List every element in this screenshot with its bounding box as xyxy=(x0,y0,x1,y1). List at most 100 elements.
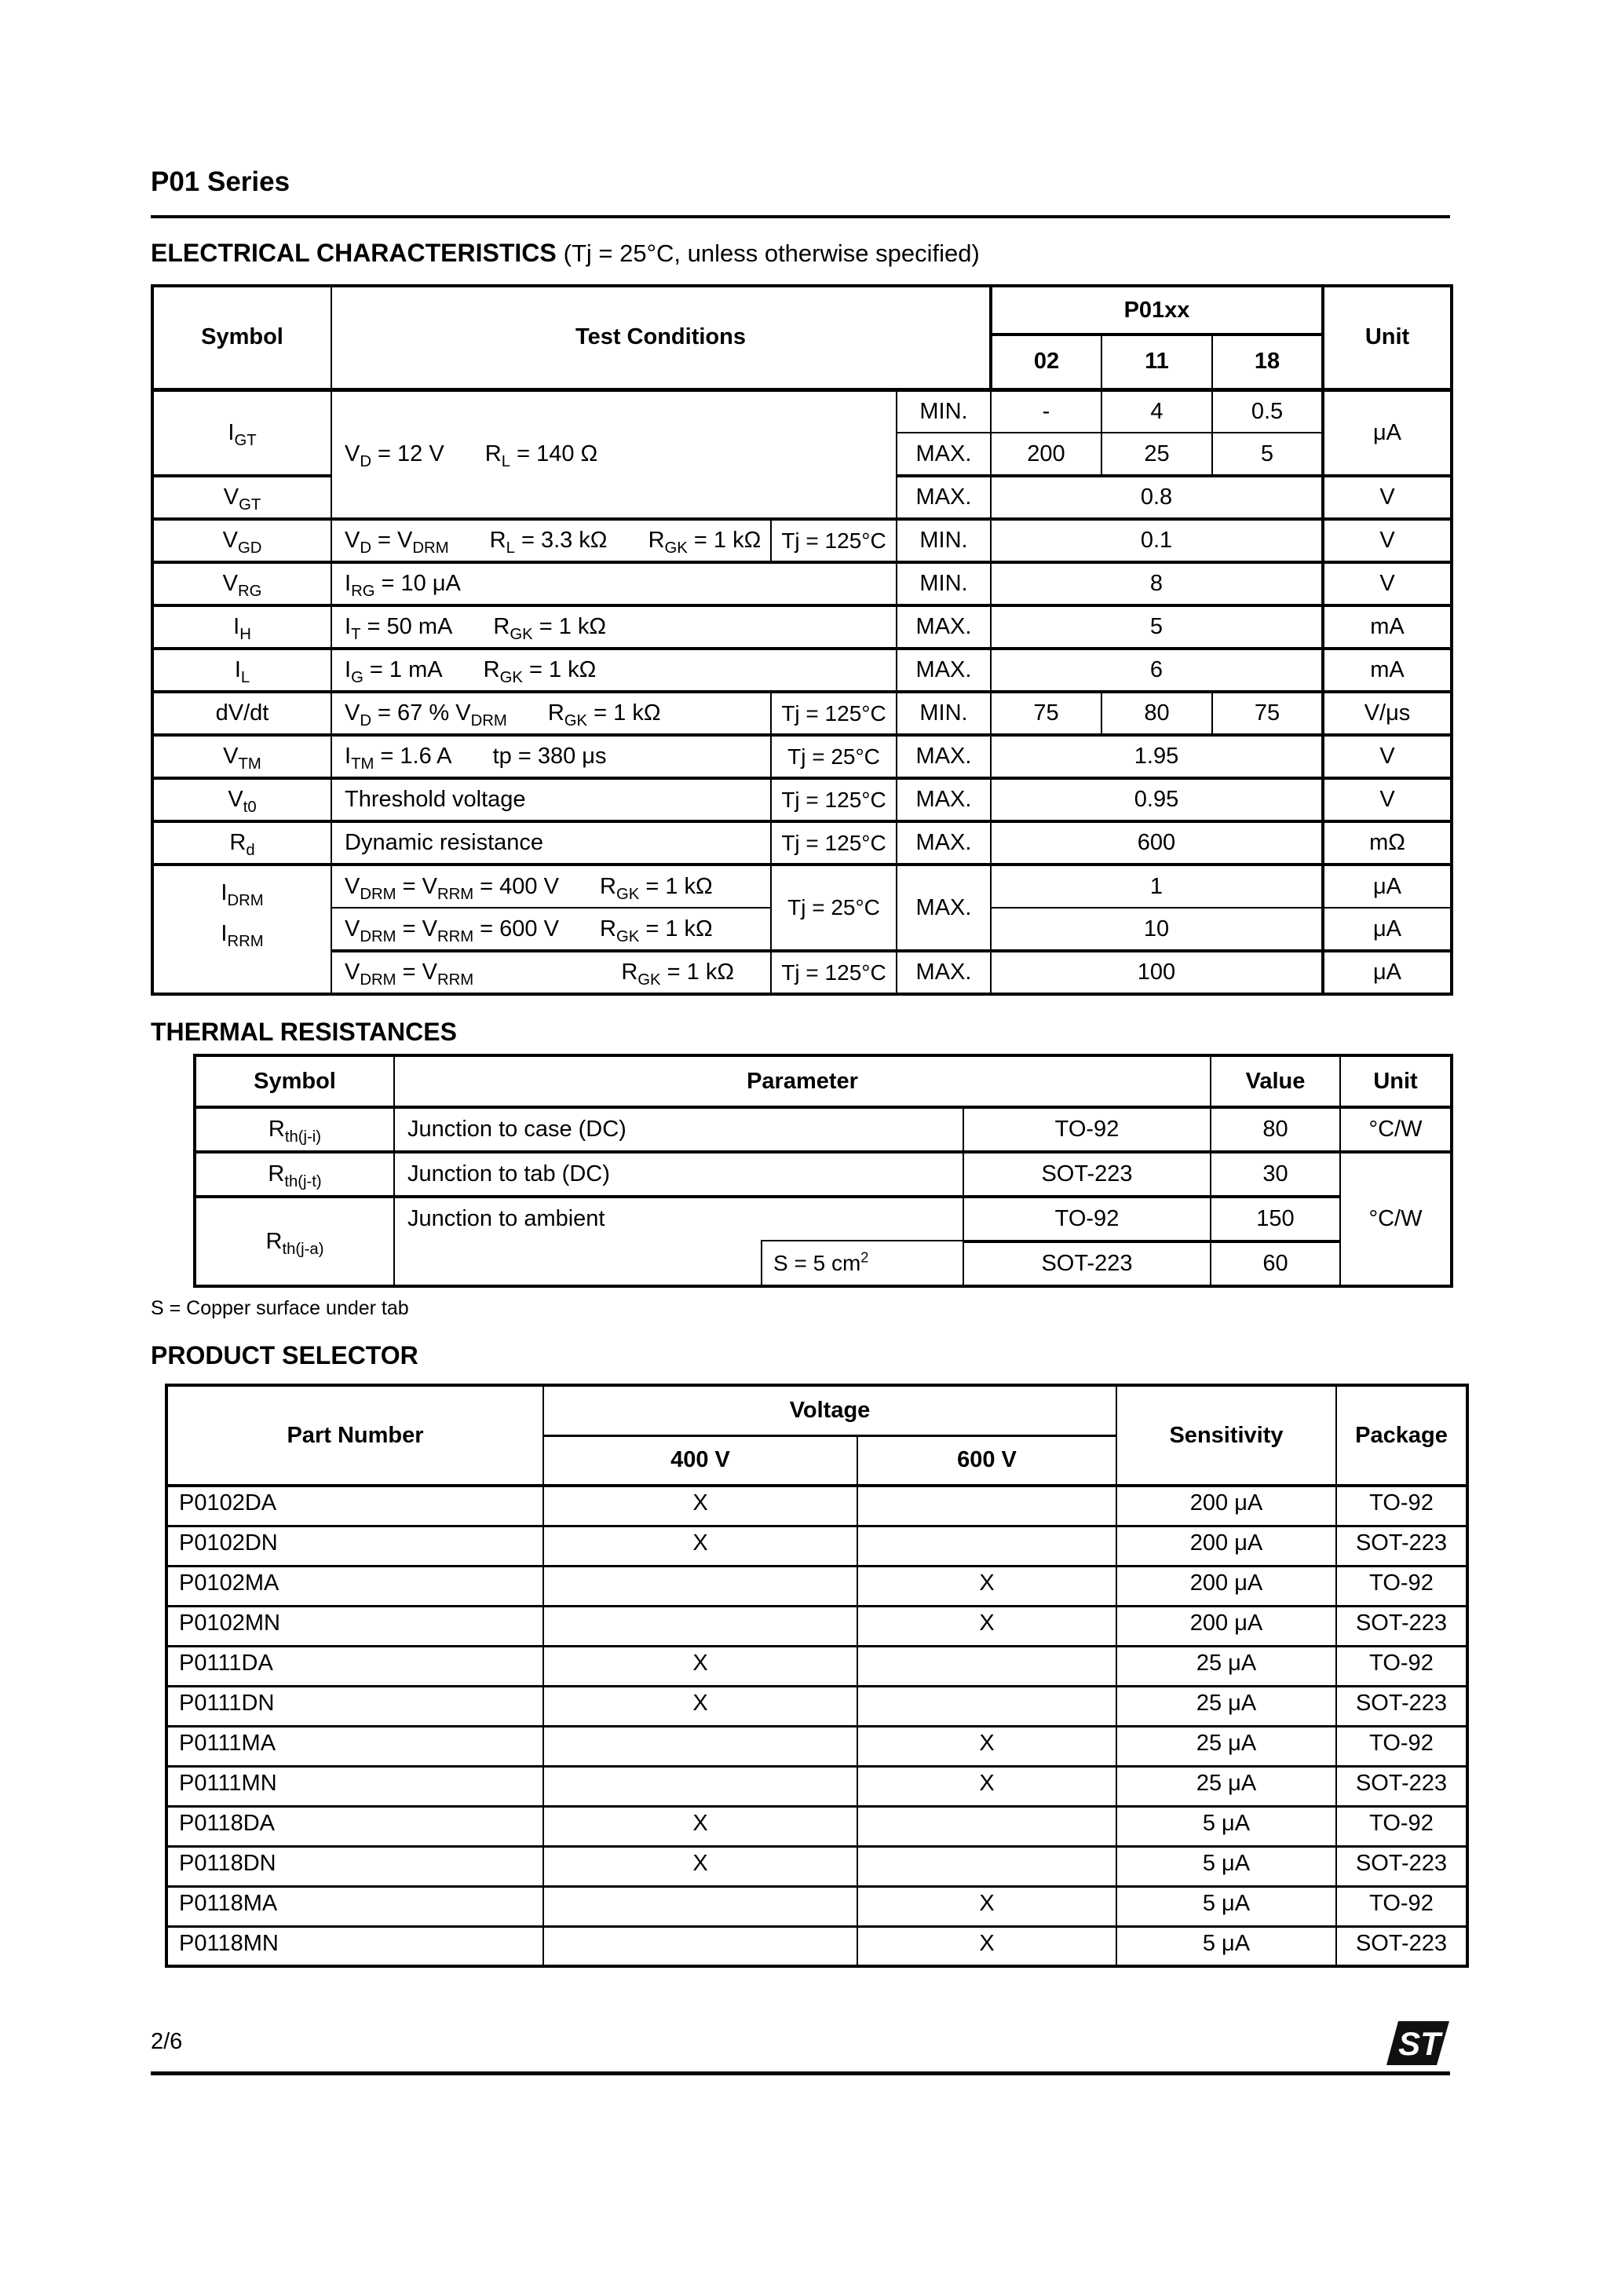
test-conditions-cell: IG = 1 mA RGK = 1 kΩ xyxy=(331,648,897,693)
limit-label-cell: MAX. xyxy=(896,648,992,693)
table-subheader-row: 400 V 600 V xyxy=(166,1435,1467,1486)
symbol-header: Symbol xyxy=(152,285,332,390)
package-header: Package xyxy=(1335,1384,1468,1486)
package-cell: SOT-223 xyxy=(1335,1685,1468,1727)
value-cell: 1 xyxy=(990,864,1324,909)
symbol-cell: Rth(j-a) xyxy=(194,1196,395,1287)
test-conditions-cell: ITM = 1.6 A tp = 380 μs xyxy=(331,734,772,779)
value-cell: 5 xyxy=(1211,432,1324,477)
voltage-600-cell: X xyxy=(857,1925,1117,1967)
test-conditions-cell: VD = VDRM RL = 3.3 kΩ RGK = 1 kΩ xyxy=(331,518,772,563)
sensitivity-cell: 5 μA xyxy=(1116,1805,1337,1847)
voltage-600-cell: X xyxy=(857,1885,1117,1927)
voltage-400-cell: X xyxy=(542,1805,858,1847)
sensitivity-cell: 200 μA xyxy=(1116,1605,1337,1647)
table-row: Rth(j-t) Junction to tab (DC) SOT-223 30… xyxy=(194,1151,1452,1287)
limit-label-cell: MAX. xyxy=(896,605,992,649)
symbol-cell: IH xyxy=(152,605,332,649)
table-row: IH IT = 50 mA RGK = 1 kΩ MAX. 5 mA xyxy=(152,605,1452,649)
condition-token: RGK = 1 kΩ xyxy=(547,700,661,729)
condition-token: RGK = 1 kΩ xyxy=(483,657,597,686)
unit-cell: mΩ xyxy=(1321,821,1452,865)
unit-cell: mA xyxy=(1321,605,1452,649)
tj-cell: Tj = 25°C xyxy=(770,734,897,779)
svg-text:ST: ST xyxy=(1398,2025,1443,2062)
unit-cell: V xyxy=(1321,734,1452,779)
value-cell: 200 xyxy=(990,432,1102,477)
table-row: P0118DN X 5 μA SOT-223 xyxy=(166,1845,1468,1887)
symbol-label: IRRM xyxy=(221,921,264,950)
package-cell: TO-92 xyxy=(963,1106,1211,1153)
col-02-header: 02 xyxy=(989,334,1102,390)
page-number: 2/6 xyxy=(151,2029,183,2054)
symbol-cell: IGT xyxy=(152,389,332,477)
package-cell: SOT-223 xyxy=(963,1151,1211,1197)
table-row: VGD VD = VDRM RL = 3.3 kΩ RGK = 1 kΩ Tj … xyxy=(152,518,1452,563)
voltage-400-cell xyxy=(542,1765,858,1807)
table-row: P0102DN X 200 μA SOT-223 xyxy=(166,1525,1468,1567)
value-cell: 80 xyxy=(1210,1106,1341,1153)
unit-cell: μA xyxy=(1321,389,1452,477)
test-conditions-cell: VDRM = VRRM = 600 V RGK = 1 kΩ xyxy=(331,907,772,952)
part-number-cell: P0118DA xyxy=(166,1805,544,1847)
voltage-600-cell: X xyxy=(857,1605,1117,1647)
electrical-heading: ELECTRICAL CHARACTERISTICS xyxy=(151,239,557,267)
page-title: P01 Series xyxy=(151,166,290,197)
voltage-600-cell: X xyxy=(857,1725,1117,1767)
value-cell: - xyxy=(990,389,1102,433)
package-cell: SOT-223 xyxy=(1335,1845,1468,1887)
package-cell: TO-92 xyxy=(963,1196,1211,1242)
test-conditions-cell: IT = 50 mA RGK = 1 kΩ xyxy=(331,605,897,649)
table-row: IDRM IRRM VDRM = VRRM = 400 V RGK = 1 kΩ… xyxy=(152,864,1452,995)
unit-cell: mA xyxy=(1321,648,1452,693)
package-cell: TO-92 xyxy=(1335,1645,1468,1687)
tj-cell: Tj = 125°C xyxy=(770,691,897,736)
table-row: IGT VD = 12 V RL = 140 Ω MIN. - 4 0.5 μA xyxy=(152,389,1452,520)
unit-cell: μA xyxy=(1321,950,1452,995)
symbol-header: Symbol xyxy=(194,1055,395,1108)
product-selector-table: Part Number Voltage Sensitivity Package … xyxy=(165,1384,1469,1968)
package-cell: TO-92 xyxy=(1335,1805,1468,1847)
symbol-label: IDRM xyxy=(221,880,264,909)
voltage-400-cell xyxy=(542,1605,858,1647)
table-row: P0118MN X 5 μA SOT-223 xyxy=(166,1925,1468,1967)
product-section-heading: PRODUCT SELECTOR xyxy=(151,1341,418,1369)
unit-cell: V xyxy=(1321,561,1452,606)
voltage-600-cell xyxy=(857,1525,1117,1567)
parameter-label: Junction to ambient xyxy=(407,1206,605,1231)
test-conditions-cell: VD = 67 % VDRM RGK = 1 kΩ xyxy=(331,691,772,736)
condition-token: tp = 380 μs xyxy=(492,744,607,769)
package-cell: SOT-223 xyxy=(1335,1525,1468,1567)
condition-token: Dynamic resistance xyxy=(345,830,544,855)
part-number-cell: P0111MA xyxy=(166,1725,544,1767)
part-number-cell: P0102DA xyxy=(166,1485,544,1526)
value-cell: 5 xyxy=(990,605,1324,649)
unit-cell: μA xyxy=(1321,907,1452,952)
tj-cell: Tj = 25°C xyxy=(770,864,897,952)
table-row: MAX. 200 25 5 xyxy=(152,432,1452,477)
electrical-heading-note: (Tj = 25°C, unless otherwise specified) xyxy=(563,239,980,267)
table-row: P0111DN X 25 μA SOT-223 xyxy=(166,1685,1468,1727)
limit-label-cell: MAX. xyxy=(896,777,992,822)
unit-cell: V xyxy=(1321,518,1452,563)
table-row: P0111MA X 25 μA TO-92 xyxy=(166,1725,1468,1767)
value-header: Value xyxy=(1210,1055,1341,1108)
sensitivity-cell: 25 μA xyxy=(1116,1725,1337,1767)
tj-cell: Tj = 125°C xyxy=(770,821,897,865)
table-row: P0102MN X 200 μA SOT-223 xyxy=(166,1605,1468,1647)
limit-label-cell: MIN. xyxy=(896,389,992,433)
sensitivity-cell: 25 μA xyxy=(1116,1645,1337,1687)
parameter-header: Parameter xyxy=(393,1055,1211,1108)
table-header-row: Part Number Voltage Sensitivity Package xyxy=(166,1384,1468,1486)
sensitivity-cell: 25 μA xyxy=(1116,1765,1337,1807)
unit-cell: °C/W xyxy=(1339,1151,1452,1287)
voltage-600-cell: X xyxy=(857,1565,1117,1607)
voltage-400-header: 400 V xyxy=(542,1435,858,1486)
sensitivity-cell: 5 μA xyxy=(1116,1925,1337,1967)
test-conditions-cell: VD = 12 V RL = 140 Ω xyxy=(331,389,897,520)
table-row: VDRM = VRRM RGK = 1 kΩ Tj = 125°C MAX. 1… xyxy=(152,950,1452,995)
value-cell: 30 xyxy=(1210,1151,1341,1197)
limit-label-cell: MAX. xyxy=(896,432,992,477)
limit-label-cell: MAX. xyxy=(896,950,992,995)
symbol-cell: VGD xyxy=(152,518,332,563)
